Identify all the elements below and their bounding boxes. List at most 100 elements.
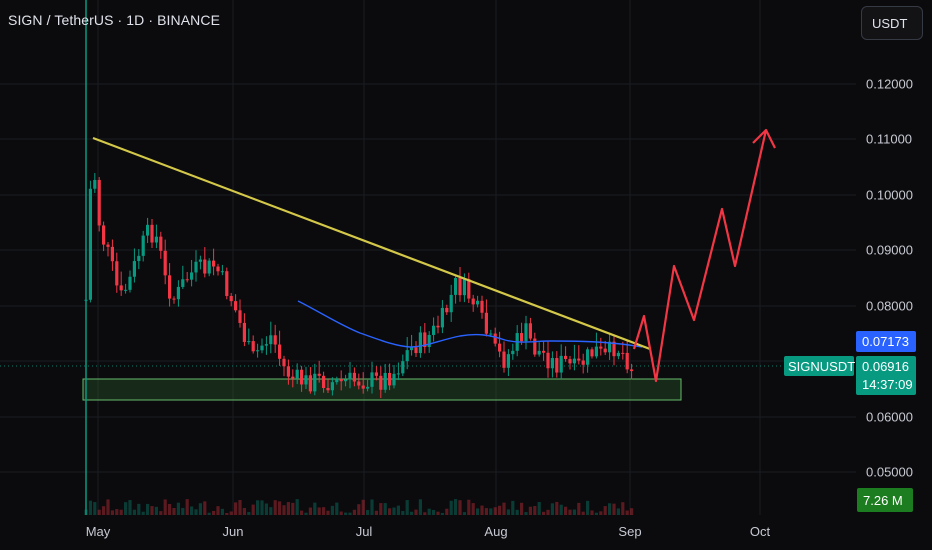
volume-bar — [449, 500, 453, 515]
candle-body — [194, 261, 198, 273]
volume-bar — [616, 508, 620, 515]
candle-body — [612, 341, 616, 357]
last-price-value: 0.06916 — [862, 359, 909, 374]
time-tick: Aug — [484, 524, 508, 539]
volume-bar — [264, 503, 268, 515]
candle-body — [110, 246, 114, 262]
candle-body — [493, 333, 497, 344]
candle-body — [154, 236, 158, 243]
candle-body — [502, 351, 506, 368]
volume-bar — [590, 510, 594, 515]
volume-bar — [550, 503, 554, 515]
time-tick: Oct — [749, 524, 771, 539]
projection-arrowhead — [752, 128, 776, 149]
candle-body — [322, 375, 326, 388]
volume-bar — [185, 499, 189, 515]
candle-body — [269, 335, 273, 345]
volume-bar — [489, 508, 493, 515]
volume-bar — [269, 507, 273, 515]
candle-body — [559, 355, 563, 373]
volume-bar — [401, 511, 405, 515]
time-tick: May — [85, 524, 111, 539]
candle-body — [374, 372, 378, 376]
volume-bar — [405, 500, 409, 515]
candle-body — [590, 349, 594, 357]
volume-bar — [423, 512, 427, 515]
candle-body — [304, 375, 308, 385]
volume-bar — [542, 511, 546, 515]
currency-selector-button[interactable]: USDT — [861, 6, 923, 40]
candle-body — [198, 259, 202, 262]
volume-bar — [273, 500, 277, 515]
candlesticks — [84, 0, 634, 515]
candle-body — [423, 332, 427, 348]
candle-body — [366, 386, 370, 389]
volume-bar — [146, 503, 150, 515]
candle-body — [238, 310, 242, 323]
volume-bar — [555, 501, 559, 515]
projection-path[interactable] — [632, 129, 768, 383]
candle-body — [599, 346, 603, 349]
volume-bar — [300, 510, 304, 515]
volume-bar — [603, 506, 607, 515]
candle-body — [93, 179, 97, 189]
volume-bar — [124, 502, 128, 515]
volume-bar — [476, 508, 480, 515]
candle-body — [462, 279, 466, 296]
volume-bars — [84, 499, 634, 515]
volume-bar — [436, 511, 440, 515]
volume-bar — [234, 502, 238, 515]
volume-bar — [524, 512, 528, 515]
volume-bar — [150, 506, 154, 515]
volume-bar — [471, 503, 475, 515]
volume-bar — [106, 499, 110, 515]
volume-bar — [418, 499, 422, 515]
candle-body — [528, 323, 532, 339]
candle-body — [229, 295, 233, 302]
volume-bar — [410, 511, 414, 515]
volume-bar — [458, 500, 462, 515]
volume-bar — [586, 500, 590, 515]
candle-body — [471, 298, 475, 305]
candle-body — [427, 334, 431, 348]
volume-bar — [440, 512, 444, 515]
volume-bar — [357, 504, 361, 515]
volume-bar — [493, 507, 497, 515]
candle-body — [203, 259, 207, 274]
candle-body — [256, 350, 260, 352]
volume-bar — [282, 505, 286, 515]
volume-bar — [564, 506, 568, 515]
candle-body — [533, 338, 537, 355]
descending-trendline[interactable] — [92, 136, 651, 351]
candle-body — [137, 255, 141, 262]
volume-bar — [256, 500, 260, 515]
currency-label: USDT — [872, 15, 908, 31]
price-tick: 0.11000 — [866, 131, 913, 147]
candle-body — [352, 372, 356, 382]
candle-body — [511, 350, 515, 355]
volume-bar — [370, 499, 374, 515]
volume-bar — [154, 506, 158, 515]
bar-countdown: 14:37:09 — [862, 377, 913, 392]
candle-body — [176, 286, 180, 300]
volume-bar — [93, 502, 97, 515]
candle-body — [546, 352, 550, 369]
candle-body — [594, 346, 598, 357]
volume-bar — [352, 509, 356, 515]
candle-body — [106, 244, 110, 247]
candle-body — [225, 271, 229, 296]
candle-body — [282, 358, 286, 367]
candle-body — [568, 359, 572, 364]
volume-bar — [374, 510, 378, 515]
candle-body — [586, 349, 590, 365]
candle-body — [436, 325, 440, 328]
candle-body — [119, 285, 123, 291]
volume-bar — [181, 507, 185, 515]
candle-body — [124, 289, 128, 291]
candle-body — [141, 235, 145, 256]
candle-body — [410, 347, 414, 351]
grid-lines — [0, 0, 856, 515]
volume-bar — [361, 499, 365, 515]
candle-body — [572, 358, 576, 364]
